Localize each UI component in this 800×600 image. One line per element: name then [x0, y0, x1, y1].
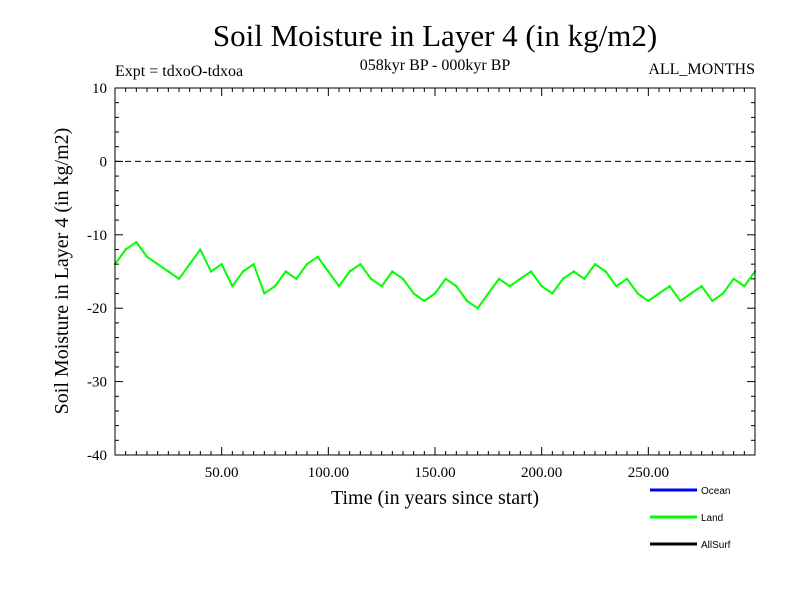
data-point-land-48: [625, 277, 629, 281]
data-point-land-39: [529, 270, 533, 273]
data-point-land-8: [199, 248, 202, 251]
data-point-land-24: [369, 277, 373, 281]
data-point-land-38: [519, 277, 522, 281]
data-point-land-1: [124, 248, 127, 251]
data-point-land-18: [305, 262, 309, 266]
data-point-land-42: [561, 277, 565, 281]
data-point-land-47: [615, 284, 618, 288]
y-tick-label: -10: [87, 228, 107, 244]
y-tick-label: -30: [87, 375, 107, 391]
axes: -40 -30 -20 -10 0 10 50.00 100.00 150.00 200.00 25…: [87, 81, 756, 481]
data-point-land-33: [465, 299, 469, 303]
data-point-land-35: [487, 292, 490, 295]
data-point-land-41: [551, 292, 554, 295]
data-point-land-34: [476, 307, 479, 310]
data-point-land-53: [679, 299, 682, 303]
data-point-land-29: [423, 299, 426, 303]
data-point-land-43: [572, 270, 575, 273]
data-point-land-7: [188, 262, 191, 266]
months-label: ALL_MONTHS: [648, 61, 755, 78]
legend: Ocean Land AllSurf: [650, 486, 731, 551]
data-point-land-6: [177, 277, 181, 281]
x-tick-label: 100.00: [308, 465, 349, 481]
experiment-label: Expt = tdxoO-tdxoa: [115, 63, 243, 80]
data-point-land-32: [455, 284, 458, 288]
data-point-land-57: [721, 292, 725, 295]
data-point-land-9: [209, 270, 213, 273]
data-point-land-10: [220, 262, 223, 266]
data-point-land-14: [263, 292, 266, 295]
series-line-land: [114, 241, 756, 310]
data-point-land-27: [401, 277, 405, 281]
data-point-land-45: [593, 262, 597, 266]
data-point-land-55: [700, 284, 703, 288]
legend-label-ocean: Ocean: [701, 486, 730, 497]
data-point-land-17: [295, 277, 298, 281]
data-point-land-12: [241, 270, 245, 273]
data-point-land-3: [145, 255, 149, 259]
chart-title: Soil Moisture in Layer 4 (in kg/m2): [213, 18, 657, 53]
data-point-land-13: [252, 262, 255, 266]
data-point-land-59: [743, 284, 746, 288]
x-tick-label: 200.00: [521, 465, 562, 481]
y-tick-label: -40: [87, 448, 107, 464]
x-tick-label: 250.00: [628, 465, 669, 481]
data-point-land-37: [508, 284, 511, 288]
legend-label-allsurf: AllSurf: [701, 540, 731, 551]
data-point-land-40: [540, 284, 543, 288]
y-tick-label: 10: [92, 81, 107, 97]
data-point-land-49: [636, 292, 639, 295]
data-point-land-46: [604, 270, 607, 273]
data-point-land-4: [156, 262, 159, 266]
data-point-land-5: [167, 270, 170, 273]
legend-label-land: Land: [701, 513, 723, 524]
data-point-land-58: [732, 277, 735, 281]
data-point-land-25: [380, 284, 383, 288]
data-point-land-56: [711, 299, 714, 303]
data-point-land-22: [348, 270, 351, 273]
data-point-land-19: [316, 255, 319, 259]
data-point-land-52: [668, 284, 671, 288]
data-point-land-44: [583, 277, 586, 281]
data-point-land-31: [444, 277, 447, 281]
y-axis-label: Soil Moisture in Layer 4 (in kg/m2): [51, 128, 73, 415]
data-point-land-54: [689, 292, 693, 295]
data-point-land-15: [273, 284, 277, 288]
x-tick-label: 50.00: [205, 465, 239, 481]
data-point-land-36: [497, 277, 501, 281]
data-point-land-21: [337, 284, 341, 288]
y-tick-label: -20: [87, 301, 107, 317]
data-point-land-26: [391, 270, 394, 273]
series-group: [113, 240, 757, 310]
x-axis-label: Time (in years since start): [331, 487, 539, 509]
data-point-land-11: [231, 284, 234, 288]
data-point-land-28: [412, 292, 415, 295]
data-point-land-51: [657, 292, 661, 295]
data-point-land-23: [359, 262, 362, 266]
data-point-land-20: [327, 270, 330, 273]
data-point-land-50: [647, 299, 650, 303]
data-point-land-2: [135, 240, 138, 244]
data-point-land-30: [433, 292, 437, 295]
period-label: 058kyr BP - 000kyr BP: [360, 57, 511, 74]
y-tick-label: 0: [100, 154, 108, 170]
data-point-land-16: [284, 270, 287, 273]
x-tick-label: 150.00: [414, 465, 455, 481]
